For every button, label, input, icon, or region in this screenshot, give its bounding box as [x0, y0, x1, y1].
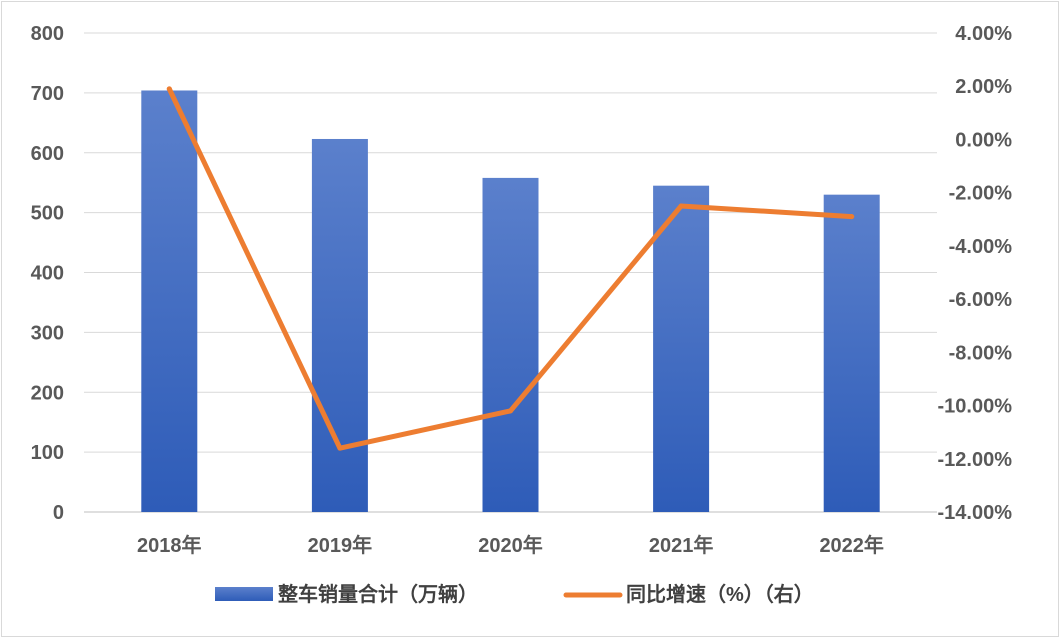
right-tick-label: -4.00%: [949, 236, 1013, 258]
category-label: 2020年: [478, 533, 543, 557]
line-point: [508, 408, 513, 414]
bar-series: [141, 90, 880, 512]
line-point: [849, 214, 855, 220]
category-label: 2021年: [649, 533, 714, 557]
right-tick-label: 2.00%: [955, 76, 1012, 98]
legend-bar-label: 整车销量合计（万辆）: [277, 582, 478, 606]
right-tick-label: 4.00%: [955, 23, 1012, 45]
bar: [823, 194, 880, 512]
category-axis: 2018年 2019年 2020年 2021年 2022年: [137, 533, 884, 557]
right-tick-label: -2.00%: [949, 183, 1013, 205]
bar: [141, 90, 198, 512]
line-point: [166, 86, 172, 92]
right-tick-label: -10.00%: [938, 396, 1013, 418]
legend: 整车销量合计（万辆） 同比增速（%）（右）: [215, 582, 814, 606]
right-tick-label: -14.00%: [938, 502, 1013, 524]
category-label: 2022年: [819, 533, 884, 557]
left-tick-label: 300: [31, 322, 64, 344]
line-point: [337, 445, 343, 451]
legend-line-label: 同比增速（%）（右）: [626, 582, 814, 606]
right-axis: -14.00% -12.00% -10.00% -8.00% -6.00% -4.00% -…: [938, 23, 1013, 524]
left-axis: 0 100 200 300 400 500 600 700 800: [31, 23, 64, 524]
right-tick-label: -12.00%: [938, 449, 1013, 471]
left-tick-label: 0: [53, 502, 64, 524]
bar: [653, 185, 710, 512]
right-tick-label: -6.00%: [949, 289, 1013, 311]
legend-bar-swatch: [215, 587, 273, 601]
left-tick-label: 800: [31, 23, 64, 45]
left-tick-label: 500: [31, 203, 64, 225]
category-label: 2018年: [137, 533, 202, 557]
bar: [482, 177, 539, 512]
line-series: [166, 86, 855, 451]
left-tick-label: 400: [31, 263, 64, 285]
right-tick-label: 0.00%: [955, 129, 1012, 151]
left-tick-label: 700: [31, 83, 64, 105]
left-tick-label: 600: [31, 143, 64, 165]
category-label: 2019年: [308, 533, 373, 557]
left-tick-label: 200: [31, 382, 64, 404]
bar: [311, 138, 368, 512]
right-tick-label: -8.00%: [949, 342, 1013, 364]
line-point: [678, 203, 684, 209]
left-tick-label: 100: [31, 442, 64, 464]
